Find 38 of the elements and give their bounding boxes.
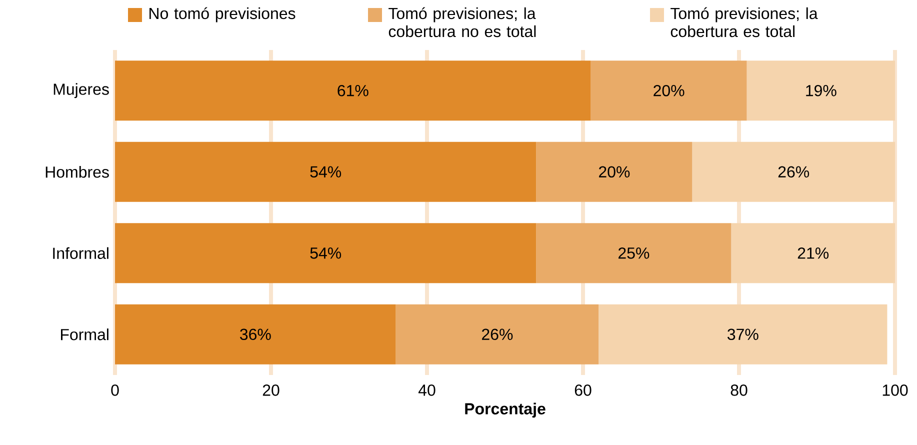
data-label: 19% [806,84,836,96]
x-tick-label: 0 [111,384,119,396]
bar [115,60,591,121]
data-label: 36% [240,328,271,340]
y-tick-label: Informal [53,247,108,259]
bar [115,142,536,202]
x-tick-label: 40 [418,384,436,396]
data-label: 54% [310,166,342,178]
data-label: 20% [654,84,684,96]
data-label: 25% [618,247,650,259]
bar [396,304,599,364]
legend-label: Tomó previsiones; la cobertura es total [670,7,818,38]
y-tick-label: Mujeres [54,83,109,98]
data-label: 21% [798,247,829,259]
bar [115,223,536,284]
x-tick-label: 60 [574,384,592,396]
bar [536,223,732,284]
data-label: 26% [778,166,810,178]
y-tick-label: Hombres [46,166,109,178]
data-label: 61% [338,84,368,96]
bar [115,304,396,364]
x-axis-title: Porcentaje [465,402,546,418]
data-label: 26% [482,328,513,340]
data-label: 37% [728,328,758,340]
bar [692,142,896,202]
bar [598,304,888,364]
x-tick-label: 20 [262,384,280,396]
legend-label: No tomó previsiones [150,7,296,22]
x-tick-label: 100 [882,384,908,396]
bar [536,142,692,202]
data-label: 54% [310,247,342,259]
data-label: 20% [599,166,630,178]
y-tick-label: Formal [61,328,108,340]
bar [746,60,896,121]
bar [731,223,896,284]
x-tick-label: 80 [730,384,748,396]
bar [590,60,747,121]
legend-label: Tomó previsiones; la cobertura no es total [388,7,536,38]
